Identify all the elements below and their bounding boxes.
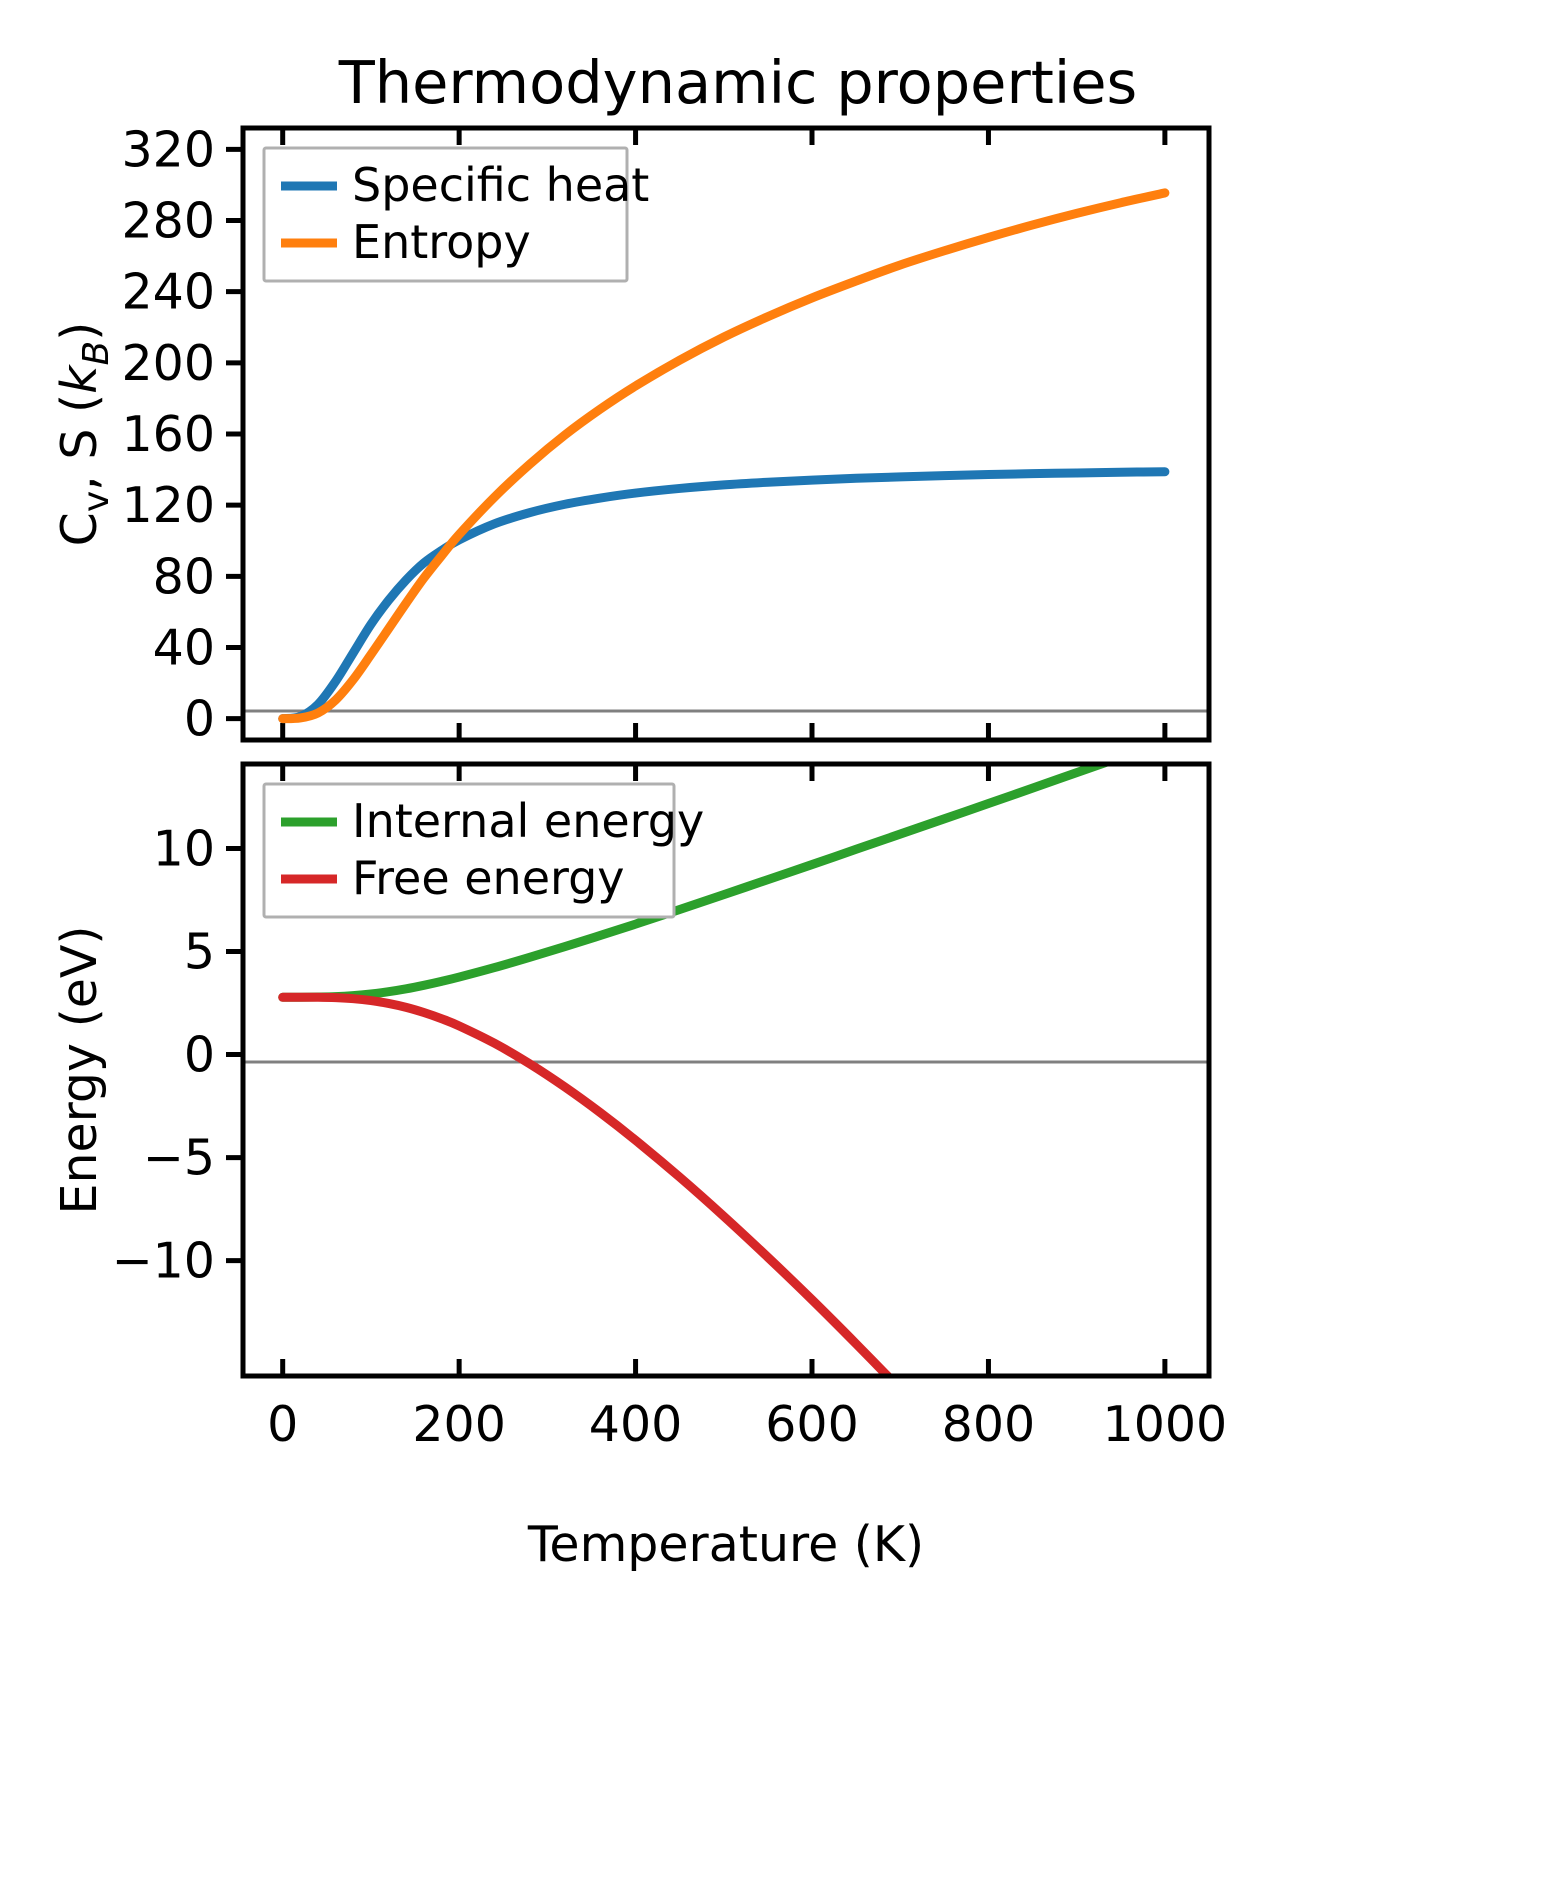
bottom-ytick-label: 10 [153,820,215,877]
curve-internal-energy [278,764,1115,1002]
xtick-label: 200 [412,1396,506,1453]
ylabel-b-subscript: B [76,341,117,366]
xtick-label: 800 [942,1396,1036,1453]
bottom-legend-entry-internal-energy[interactable]: Internal energy [281,794,704,848]
bottom-panel-curves [278,764,1115,1376]
bottom-ytick-label: −10 [112,1233,215,1290]
top-panel-axes-frame [240,125,1212,743]
ylabel-c: C [51,512,108,546]
top-panel-legend[interactable]: Specific heat Entropy [262,146,649,283]
bottom-legend-entry-free-energy[interactable]: Free energy [281,851,625,905]
top-legend-entry-specific-heat[interactable]: Specific heat [281,158,649,212]
bottom-panel-axes-frame [240,761,1212,1379]
top-panel-ylabel: Cv, S (kB) [51,322,117,547]
top-ytick-label: 0 [184,691,215,748]
top-panel-ytick-marks [226,146,243,722]
bottom-panel-xtick-marks [280,764,1168,1376]
figure-title: Thermodynamic properties [338,48,1138,117]
top-ytick-label: 320 [121,121,215,178]
xtick-label: 0 [267,1396,298,1453]
legend-label-entropy: Entropy [352,215,531,269]
curve-specific-heat [278,467,1170,724]
legend-label-internal-energy: Internal energy [352,794,704,848]
top-ytick-label: 80 [153,548,215,605]
ylabel-close-paren: ) [51,322,108,341]
top-ytick-label: 40 [153,619,215,676]
legend-label-specific-heat: Specific heat [352,158,649,212]
svg-text:Cv, S (kB): Cv, S (kB) [51,322,117,547]
top-panel: 0 40 80 120 160 200 240 280 320 Cv, S (kB) Speci… [51,121,1212,748]
top-legend-frame [262,146,629,283]
bottom-ytick-label: 0 [184,1027,215,1084]
top-panel-ytick-labels: 0 40 80 120 160 200 240 280 320 [121,121,215,747]
top-ytick-label: 160 [121,406,215,463]
bottom-panel-xtick-labels: 0 200 400 600 800 1000 [267,1396,1227,1453]
xtick-label: 600 [765,1396,859,1453]
bottom-panel-ylabel-text: Energy (eV) [51,925,108,1214]
xtick-label: 400 [589,1396,683,1453]
bottom-ytick-label: −5 [143,1130,215,1187]
bottom-legend-frame [262,782,676,919]
top-ytick-label: 240 [121,264,215,321]
top-panel-xtick-marks [280,128,1168,740]
bottom-ytick-label: 5 [184,924,215,981]
ylabel-k-italic: k [51,364,108,394]
top-ytick-label: 200 [121,335,215,392]
top-legend-entry-entropy[interactable]: Entropy [281,215,531,269]
top-panel-curves [278,188,1170,724]
xaxis-label: Temperature (K) [527,1516,924,1573]
legend-label-free-energy: Free energy [352,851,625,905]
bottom-panel-ylabel: Energy (eV) [51,925,108,1214]
bottom-panel-ytick-labels: −10 −5 0 5 10 [112,820,215,1289]
top-ytick-label: 280 [121,193,215,250]
curve-free-energy [278,992,894,1376]
curve-entropy [278,188,1170,724]
bottom-panel-ytick-marks [226,845,243,1264]
bottom-panel-legend[interactable]: Internal energy Free energy [262,782,704,919]
ylabel-v-subscript: v [76,491,117,512]
ylabel-comma-s: , S ( [51,394,108,491]
xtick-label: 1000 [1103,1396,1228,1453]
top-ytick-label: 120 [121,477,215,534]
